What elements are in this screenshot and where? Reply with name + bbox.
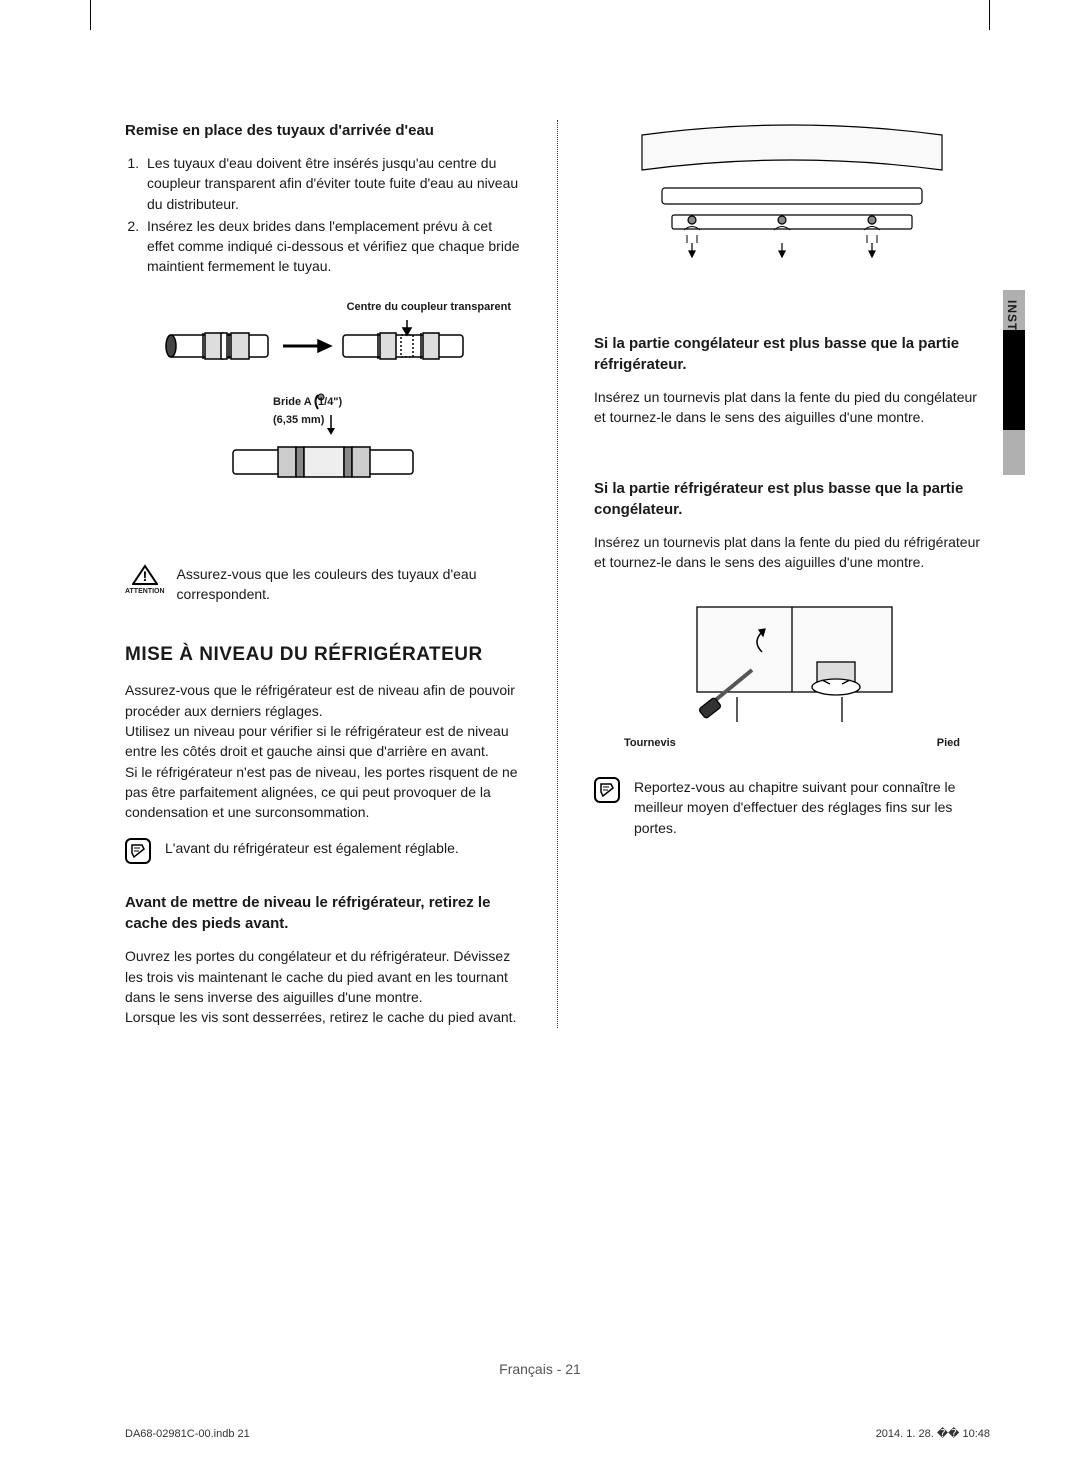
note-text: L'avant du réfrigérateur est également r… xyxy=(165,838,459,858)
front-cover-diagram xyxy=(594,120,990,275)
diagram-label-foot: Pied xyxy=(937,737,960,749)
paragraph: Insérez un tournevis plat dans la fente … xyxy=(594,532,990,573)
instruction-list: Les tuyaux d'eau doivent être insérés ju… xyxy=(125,153,521,277)
note-block: Reportez-vous au chapitre suivant pour c… xyxy=(594,777,990,838)
caution-icon: ! ATTENTION xyxy=(125,564,165,595)
note-icon xyxy=(594,777,620,803)
paragraph: Utilisez un niveau pour vérifier si le r… xyxy=(125,721,521,762)
foot-adjust-diagram: Tournevis Pied xyxy=(594,602,990,749)
heading-freezer-low: Si la partie congélateur est plus basse … xyxy=(594,333,990,375)
diagram-label-bride-b: (6,35 mm) xyxy=(273,414,324,426)
caution-label: ATTENTION xyxy=(125,588,165,595)
heading-leveling: MISE À NIVEAU DU RÉFRIGÉRATEUR xyxy=(125,644,521,666)
paragraph: Ouvrez les portes du congélateur et du r… xyxy=(125,946,521,1007)
note-icon xyxy=(125,838,151,864)
meta-file: DA68-02981C-00.indb 21 xyxy=(125,1428,250,1440)
side-tab: INSTALLATION xyxy=(995,290,1025,408)
svg-text:!: ! xyxy=(142,568,147,584)
coupler-diagram: Centre du coupleur transparent xyxy=(125,297,521,536)
column-divider xyxy=(557,120,558,1028)
side-tab-marker-black xyxy=(1003,330,1025,430)
caution-text: Assurez-vous que les couleurs des tuyaux… xyxy=(177,564,521,605)
left-column: Remise en place des tuyaux d'arrivée d'e… xyxy=(125,120,521,1028)
two-column-layout: Remise en place des tuyaux d'arrivée d'e… xyxy=(125,120,990,1028)
diagram-label-bride-a: Bride A (1/4") xyxy=(273,396,342,408)
footer-lang: Français - xyxy=(499,1361,565,1377)
diagram-label-center: Centre du coupleur transparent xyxy=(347,301,511,313)
heading-water-lines: Remise en place des tuyaux d'arrivée d'e… xyxy=(125,120,521,141)
heading-fridge-low: Si la partie réfrigérateur est plus bass… xyxy=(594,478,990,520)
paragraph: Insérez un tournevis plat dans la fente … xyxy=(594,387,990,428)
note-block: L'avant du réfrigérateur est également r… xyxy=(125,838,521,864)
page-footer: Français - 21 xyxy=(0,1361,1080,1377)
paragraph: Assurez-vous que le réfrigérateur est de… xyxy=(125,680,521,721)
right-column: Si la partie congélateur est plus basse … xyxy=(594,120,990,1028)
heading-remove-cover: Avant de mettre de niveau le réfrigérate… xyxy=(125,892,521,934)
paragraph: Lorsque les vis sont desserrées, retirez… xyxy=(125,1007,521,1027)
paragraph: Si le réfrigérateur n'est pas de niveau,… xyxy=(125,762,521,823)
page-container: Remise en place des tuyaux d'arrivée d'e… xyxy=(0,0,1080,1472)
footer-page: 21 xyxy=(565,1361,581,1377)
list-item: Insérez les deux brides dans l'emplaceme… xyxy=(143,216,521,277)
note-text: Reportez-vous au chapitre suivant pour c… xyxy=(634,777,990,838)
diagram-label-screwdriver: Tournevis xyxy=(624,737,676,749)
list-item: Les tuyaux d'eau doivent être insérés ju… xyxy=(143,153,521,214)
caution-block: ! ATTENTION Assurez-vous que les couleur… xyxy=(125,564,521,605)
meta-timestamp: 2014. 1. 28. �� 10:48 xyxy=(876,1427,990,1440)
